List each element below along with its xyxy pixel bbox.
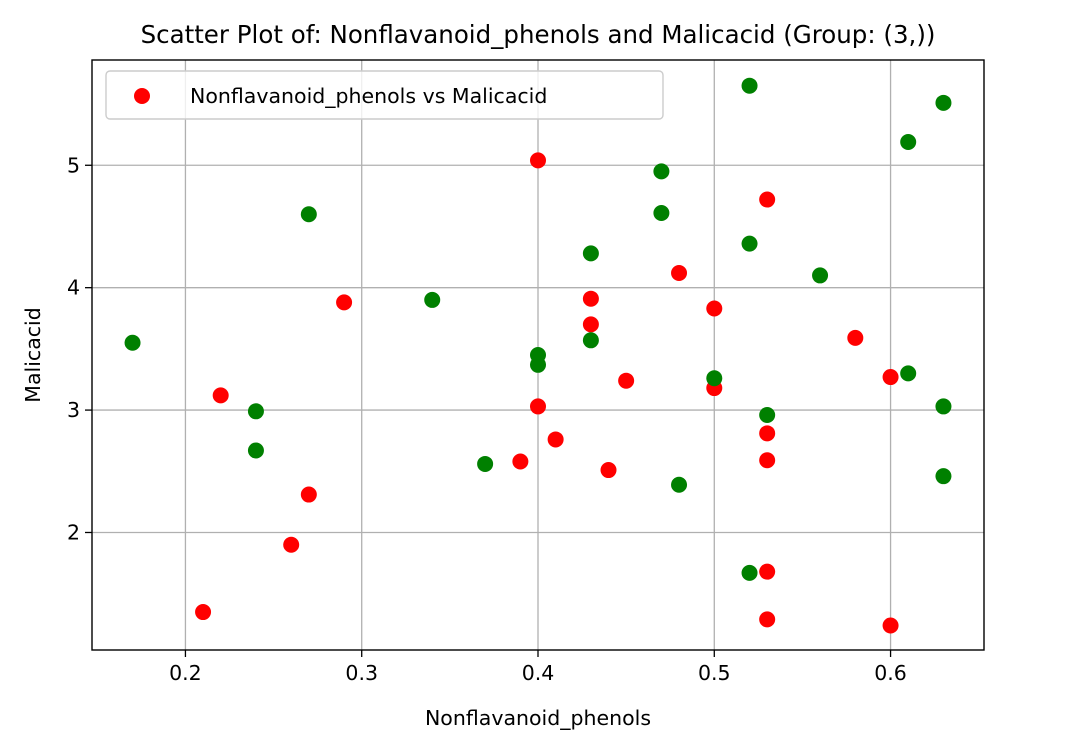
scatter-point-green (935, 398, 952, 415)
scatter-point-red (759, 425, 776, 442)
series-layer (124, 77, 952, 634)
scatter-point-green (671, 476, 688, 493)
scatter-point-green (706, 370, 723, 387)
scatter-point-green (124, 334, 141, 351)
scatter-point-green (741, 564, 758, 581)
scatter-point-green (653, 205, 670, 222)
scatter-point-green (741, 235, 758, 252)
scatter-point-green (424, 291, 441, 308)
scatter-point-red (618, 372, 635, 389)
x-axis-label: Nonflavanoid_phenols (425, 706, 651, 731)
scatter-point-red (882, 369, 899, 386)
x-tick-label: 0.6 (874, 661, 907, 685)
scatter-point-green (300, 206, 317, 223)
scatter-point-red (847, 329, 864, 346)
scatter-point-red (547, 431, 564, 448)
scatter-point-red (759, 563, 776, 580)
scatter-point-red (582, 290, 599, 307)
scatter-point-red (336, 294, 353, 311)
y-axis-label: Malicacid (21, 307, 45, 402)
x-tick-label: 0.5 (698, 661, 731, 685)
x-tick-label: 0.3 (345, 661, 378, 685)
scatter-point-red (706, 300, 723, 317)
scatter-point-green (900, 134, 917, 151)
y-axis: 2 3 4 5 (67, 153, 92, 544)
legend-box (105, 70, 664, 120)
scatter-point-red (600, 462, 617, 479)
scatter-point-red (530, 398, 546, 415)
scatter-point-green (582, 245, 599, 262)
scatter-point-red (212, 387, 229, 404)
y-tick-label: 3 (67, 398, 80, 422)
scatter-point-red (882, 617, 899, 634)
scatter-point-red (195, 604, 212, 621)
scatter-point-red (283, 536, 300, 553)
scatter-point-red (671, 264, 688, 281)
scatter-point-green (900, 365, 917, 382)
scatter-point-green (741, 77, 758, 94)
scatter-point-green (530, 356, 546, 373)
x-tick-label: 0.2 (169, 661, 202, 685)
scatter-point-red (582, 316, 599, 333)
legend: Nonflavanoid_phenols vs Malicacid (105, 70, 664, 120)
legend-marker-red (134, 88, 150, 104)
x-axis: 0.2 0.3 0.4 0.5 0.6 (169, 650, 907, 685)
x-tick-label: 0.4 (522, 661, 555, 685)
scatter-point-red (759, 452, 776, 469)
scatter-point-red (300, 486, 317, 503)
scatter-point-green (812, 267, 829, 284)
chart-title: Scatter Plot of: Nonflavanoid_phenols an… (141, 20, 936, 49)
scatter-point-green (247, 403, 264, 420)
y-tick-label: 4 (67, 276, 80, 300)
y-tick-label: 2 (67, 520, 80, 544)
scatter-point-green (653, 163, 670, 180)
legend-label: Nonflavanoid_phenols vs Malicacid (190, 84, 547, 109)
scatter-point-red (759, 191, 776, 208)
scatter-point-green (759, 406, 776, 423)
scatter-point-red (512, 453, 529, 470)
scatter-point-green (247, 442, 264, 459)
y-tick-label: 5 (67, 153, 80, 177)
scatter-point-green (935, 468, 952, 485)
scatter-point-green (582, 332, 599, 349)
scatter-point-green (477, 455, 494, 472)
scatter-point-red (759, 611, 776, 628)
scatter-point-green (935, 94, 952, 111)
scatter-point-red (530, 152, 546, 169)
